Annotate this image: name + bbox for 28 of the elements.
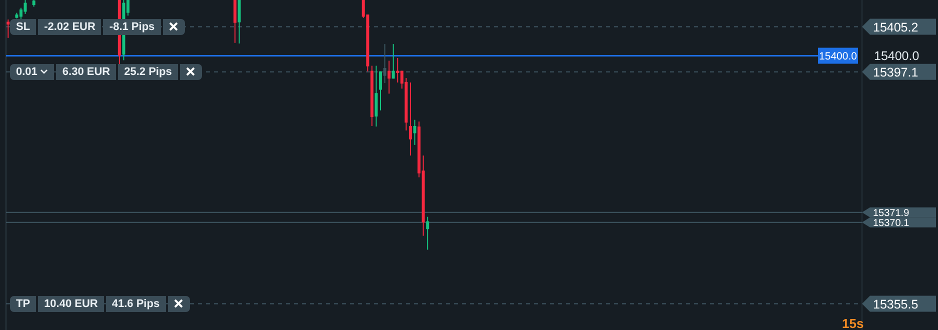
candlestick <box>388 60 391 94</box>
annotation: -8.1 Pips <box>109 20 155 35</box>
y-tick-label: 15355.5 <box>873 297 918 312</box>
y-tick-label: 15400.0 <box>874 49 920 64</box>
candlestick <box>238 0 241 44</box>
annotation: SL <box>16 20 30 35</box>
annotation: 25.2 Pips <box>124 64 172 80</box>
annotation: 6.30 EUR <box>62 64 110 80</box>
annotation: 10.40 EUR <box>44 296 98 312</box>
ref-line-label: 15400.0 <box>819 50 858 63</box>
candlestick <box>6 19 10 38</box>
candlestick <box>408 82 412 156</box>
candlestick <box>413 119 416 146</box>
y-tick-label: 15405.2 <box>873 20 918 34</box>
y-tick-label: 15397.1 <box>873 65 918 80</box>
candlestick <box>426 216 430 250</box>
annotation: TP <box>16 296 30 312</box>
candlestick <box>24 0 27 14</box>
annotation: -2.02 EUR <box>44 20 96 35</box>
y-tick-label: 15370.1 <box>873 218 910 230</box>
y-tick-label: 15371.9 <box>873 208 910 219</box>
candlestick <box>374 65 378 128</box>
annotation: 0.01 <box>16 64 38 80</box>
annotation: 41.6 Pips <box>112 296 160 312</box>
candlestick <box>233 0 236 44</box>
candlestick <box>392 44 395 80</box>
candlestick <box>379 70 382 111</box>
annotation: 15s <box>842 316 864 330</box>
